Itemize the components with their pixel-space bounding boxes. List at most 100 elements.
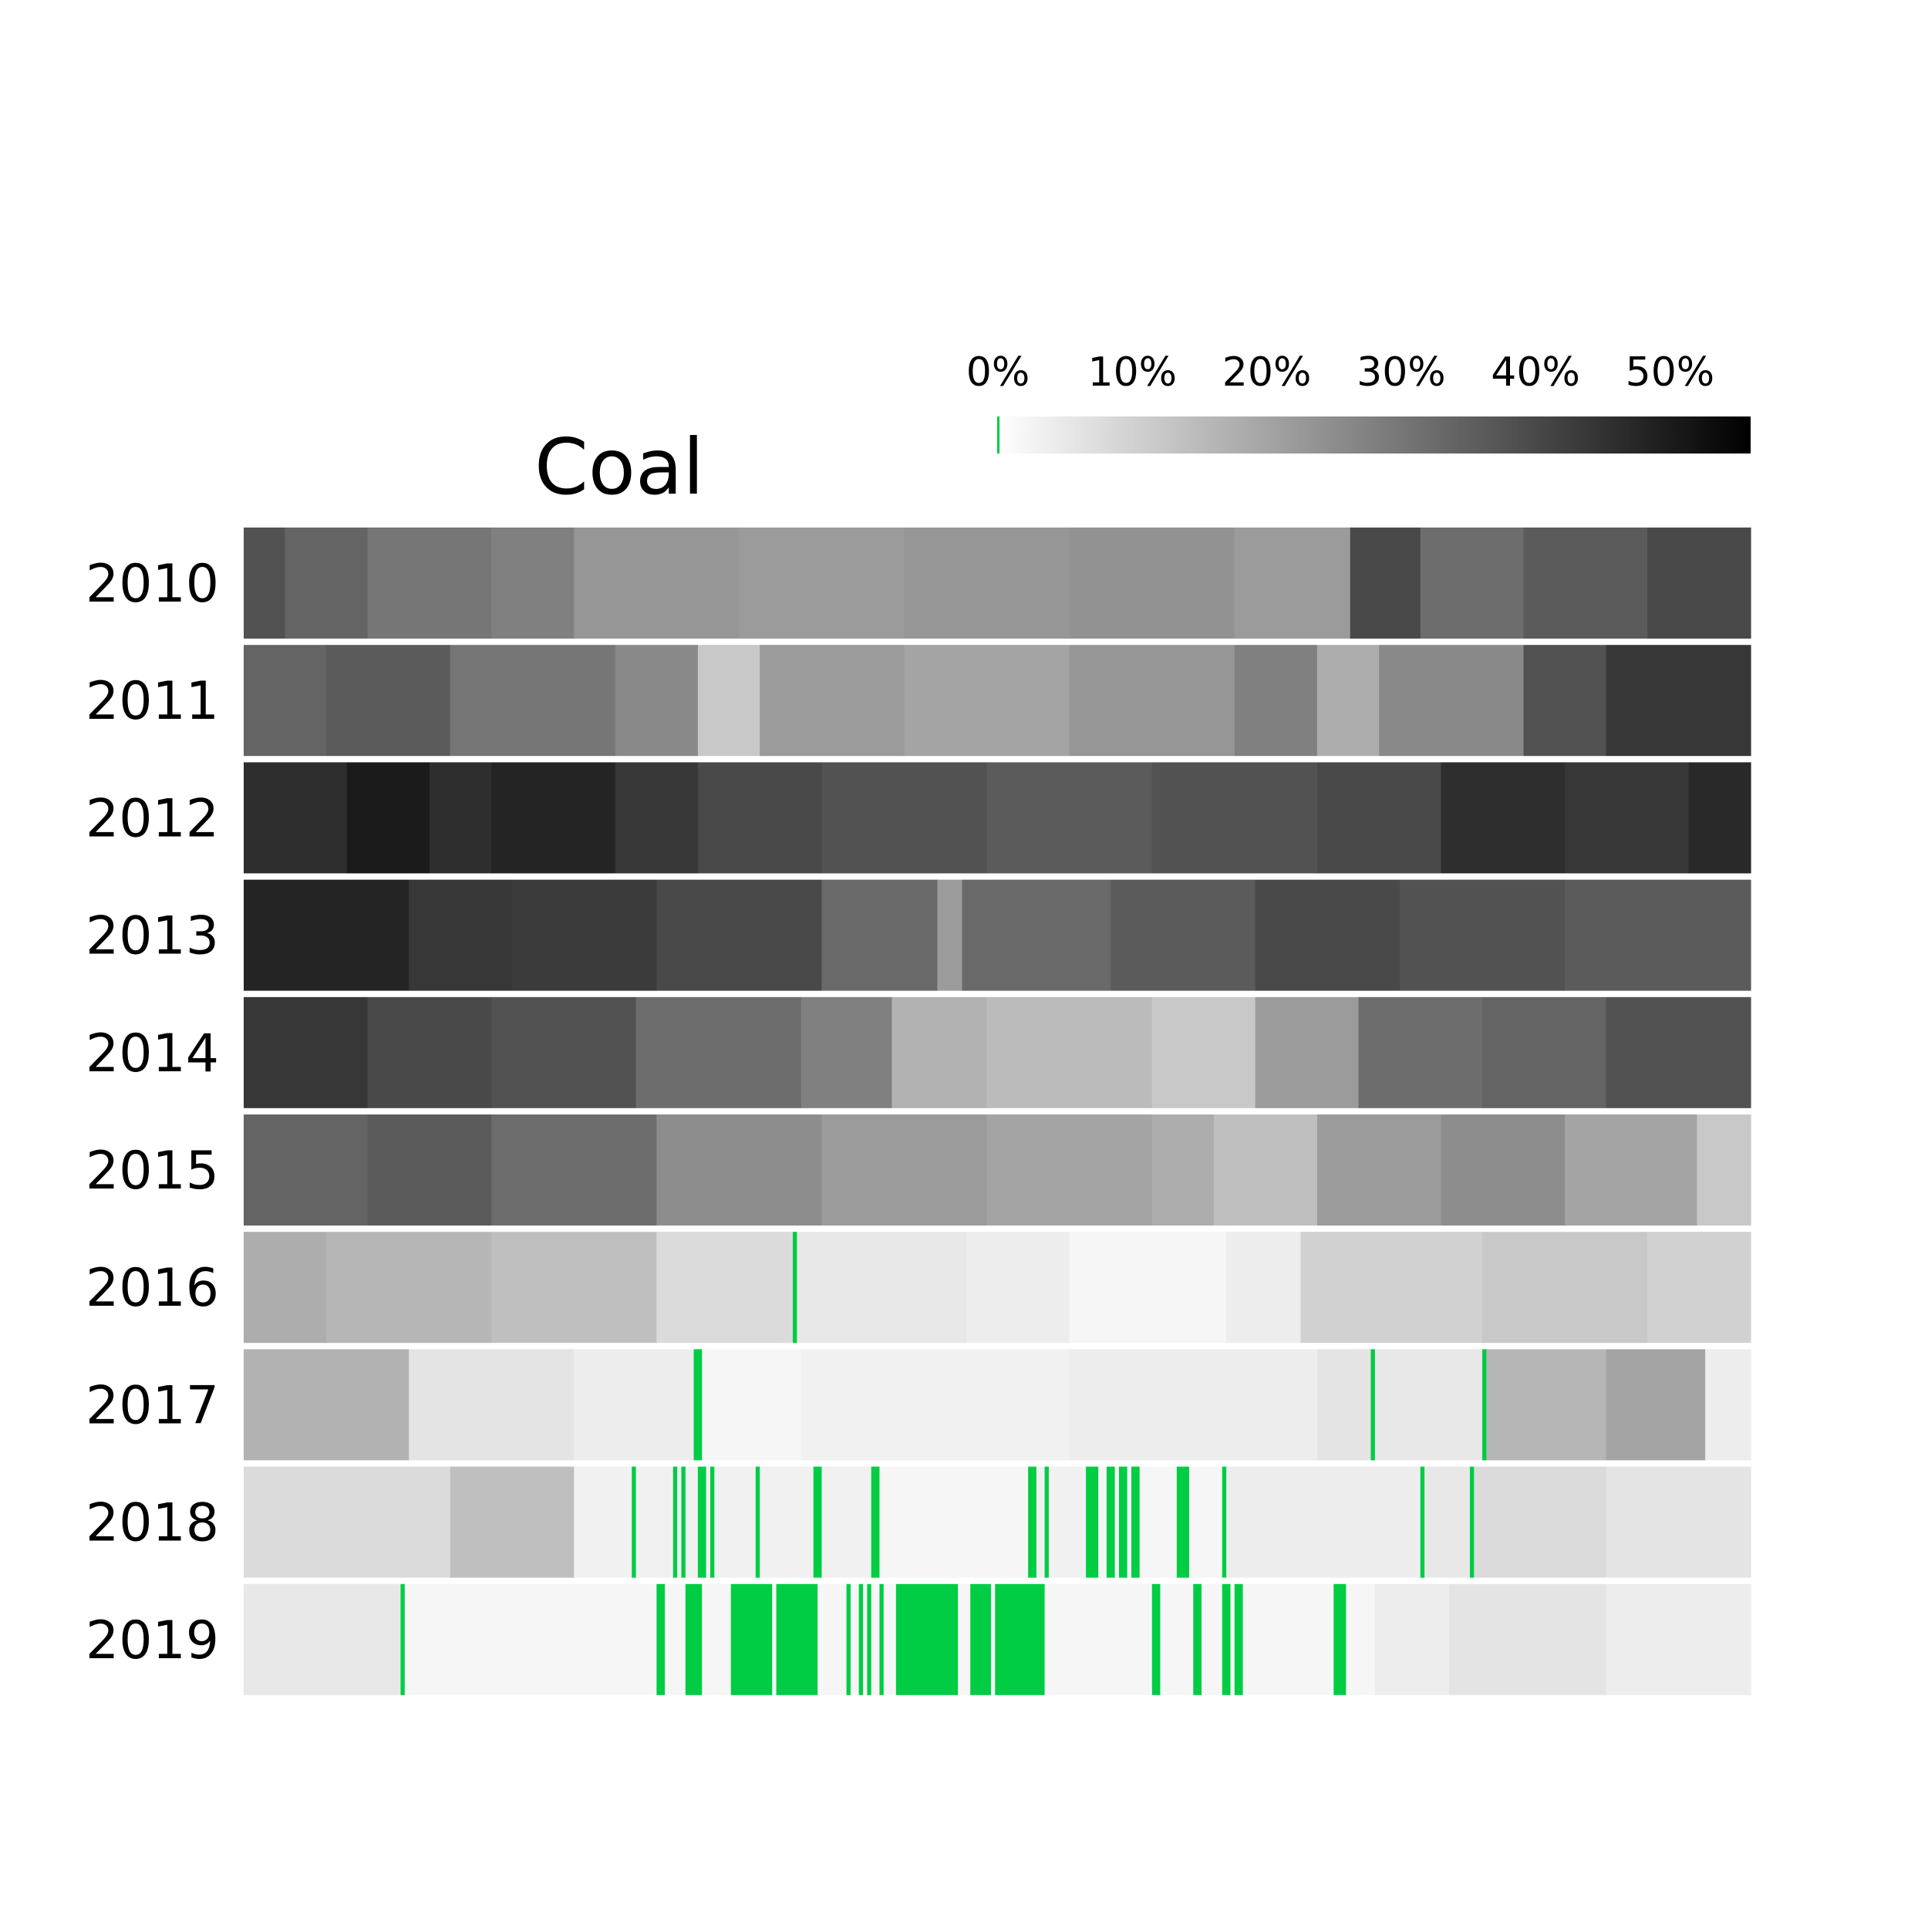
row-label-2017: 2017 xyxy=(86,1375,219,1436)
zero-day-cell xyxy=(632,1466,637,1578)
heatmap-cell xyxy=(346,762,430,874)
heatmap-cell xyxy=(1705,1349,1751,1461)
row-label-2010: 2010 xyxy=(86,554,219,615)
zero-day-cell xyxy=(793,1232,797,1344)
heatmap-cell xyxy=(285,528,369,639)
heatmap-cell xyxy=(244,762,348,874)
heatmap-cell xyxy=(677,1466,683,1578)
zero-day-cell xyxy=(858,1583,864,1695)
heatmap-cell xyxy=(1486,1349,1607,1461)
zero-day-cell xyxy=(1222,1583,1232,1695)
heatmap-cell xyxy=(450,1466,575,1578)
heatmap-cell xyxy=(1441,1114,1566,1226)
colorbar-tick-label: 0% xyxy=(966,349,1030,396)
heatmap-cell xyxy=(697,762,823,874)
heatmap-cell xyxy=(1044,1583,1153,1695)
zero-day-cell xyxy=(813,1466,823,1578)
heatmap-cell xyxy=(404,1583,657,1695)
heatmap-cell xyxy=(883,1583,897,1695)
zero-day-cell xyxy=(1482,1349,1487,1461)
heatmap-cell xyxy=(760,1466,814,1578)
heatmap-cell xyxy=(1139,1466,1178,1578)
heatmap-cell xyxy=(635,1466,674,1578)
row-label-2012: 2012 xyxy=(86,788,219,849)
heatmap-row-2013: 2013 xyxy=(86,879,1751,991)
heatmap-cell xyxy=(491,528,575,639)
row-label-2018: 2018 xyxy=(86,1493,219,1554)
heatmap-cell xyxy=(656,879,823,991)
heatmap-cell xyxy=(656,1114,823,1226)
heatmap-cell xyxy=(244,1114,369,1226)
heatmap-cell xyxy=(1350,528,1421,639)
zero-day-cell xyxy=(776,1583,818,1695)
heatmap-cell xyxy=(1379,645,1525,757)
zero-day-cell xyxy=(970,1583,992,1695)
heatmap-row-2012: 2012 xyxy=(86,762,1751,874)
zero-day-cell xyxy=(672,1466,678,1578)
heatmap-cell xyxy=(904,528,1070,639)
heatmap-cell xyxy=(1111,879,1256,991)
row-label-2016: 2016 xyxy=(86,1258,219,1319)
heatmap-cell xyxy=(1214,1114,1318,1226)
heatmap-cell xyxy=(1316,762,1442,874)
heatmap-cell xyxy=(986,1114,1153,1226)
heatmap-cell xyxy=(491,996,637,1108)
zero-day-cell xyxy=(656,1583,666,1695)
heatmap-cell xyxy=(986,996,1153,1108)
zero-day-cell xyxy=(1193,1583,1202,1695)
heatmap-cell xyxy=(1523,528,1648,639)
heatmap-cell xyxy=(904,645,1070,757)
heatmap-cell xyxy=(1098,1466,1107,1578)
heatmap-cell xyxy=(1647,1232,1751,1344)
zero-day-cell xyxy=(867,1583,872,1695)
zero-day-cell xyxy=(879,1583,885,1695)
heatmap-cell xyxy=(367,528,492,639)
heatmap-cell xyxy=(1374,1349,1483,1461)
colorbar-tick-label: 30% xyxy=(1357,349,1446,396)
heatmap-cell xyxy=(409,879,513,991)
heatmap-cell xyxy=(1399,879,1566,991)
heatmap-cell xyxy=(1482,996,1607,1108)
heatmap-cell xyxy=(850,1583,860,1695)
chart-title: Coal xyxy=(534,422,704,512)
colorbar-tick-label: 50% xyxy=(1626,349,1715,396)
heatmap-cell xyxy=(1255,879,1400,991)
heatmap-cell xyxy=(244,1349,410,1461)
heatmap-cell xyxy=(244,1232,327,1344)
heatmap-cell xyxy=(817,1583,848,1695)
zero-day-cell xyxy=(871,1466,881,1578)
zero-day-cell xyxy=(755,1466,760,1578)
heatmap-cell xyxy=(871,1583,881,1695)
heatmap-cell xyxy=(665,1583,686,1695)
heatmap-cell xyxy=(491,1114,657,1226)
heatmap-cell xyxy=(367,1114,492,1226)
row-label-2011: 2011 xyxy=(86,671,219,732)
heatmap-cell xyxy=(1048,1466,1087,1578)
zero-day-cell xyxy=(1028,1466,1037,1578)
heatmap-cell xyxy=(615,762,699,874)
heatmap-cell xyxy=(367,996,492,1108)
heatmap-cell xyxy=(801,1349,1070,1461)
heatmap-cell xyxy=(1606,996,1751,1108)
zero-day-cell xyxy=(400,1583,406,1695)
heatmap-cell xyxy=(1374,1583,1450,1695)
heatmap-cell xyxy=(821,1114,988,1226)
heatmap-row-2018: 2018 xyxy=(86,1466,1751,1578)
heatmap-cell xyxy=(1069,1232,1227,1344)
heatmap-cell xyxy=(1697,1114,1751,1226)
zero-day-cell xyxy=(1106,1466,1116,1578)
heatmap-cell xyxy=(429,762,492,874)
zero-day-cell xyxy=(1118,1466,1128,1578)
zero-day-cell xyxy=(1333,1583,1347,1695)
heatmap-cell xyxy=(1114,1466,1120,1578)
heatmap-cell xyxy=(244,1583,402,1695)
heatmap-cell xyxy=(966,1232,1070,1344)
zero-day-cell xyxy=(846,1583,851,1695)
heatmap-cell xyxy=(244,645,327,757)
zero-day-cell xyxy=(1151,1583,1161,1695)
heatmap-cell xyxy=(1069,645,1235,757)
heatmap-cell xyxy=(1127,1466,1132,1578)
heatmap-cell xyxy=(1226,1232,1302,1344)
heatmap-row-2019: 2019 xyxy=(86,1583,1751,1695)
